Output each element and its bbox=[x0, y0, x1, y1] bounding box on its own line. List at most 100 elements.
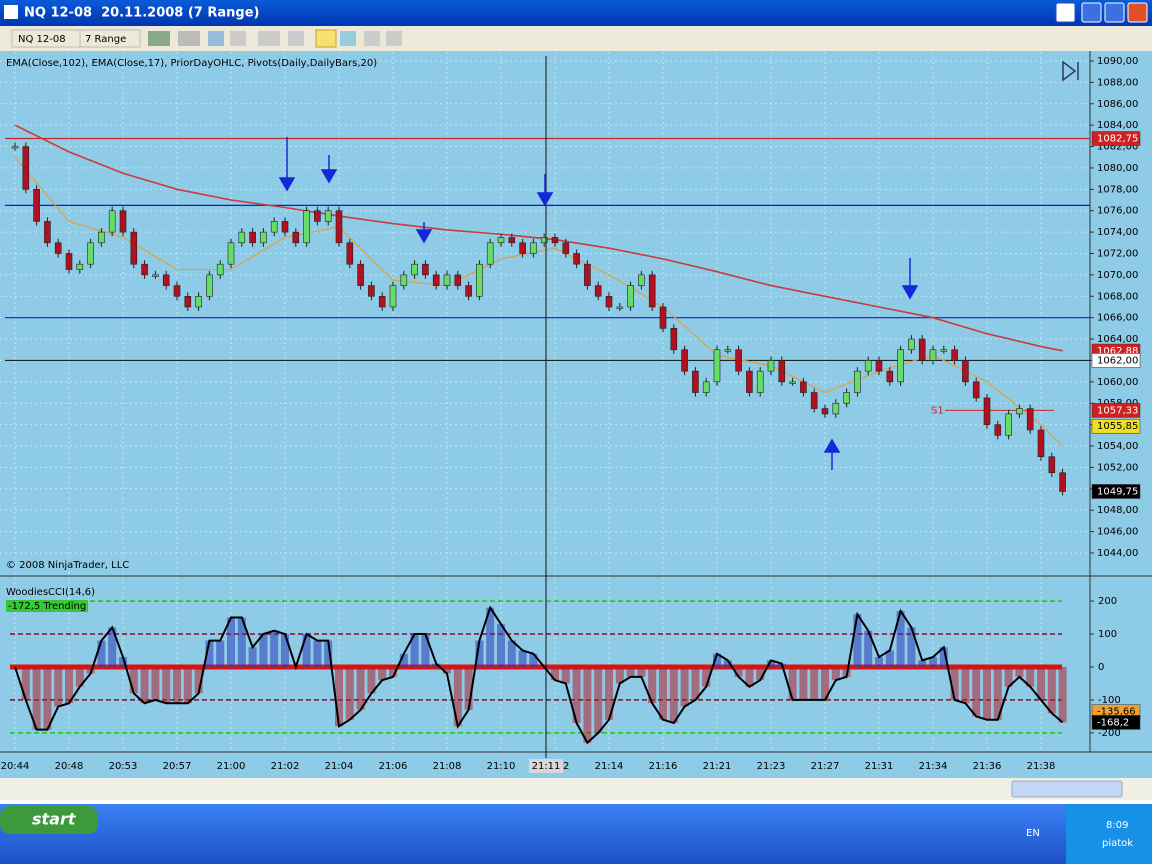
time-label: 20:44 bbox=[1, 761, 30, 772]
crosshair-button[interactable] bbox=[258, 31, 280, 46]
candle bbox=[1027, 409, 1033, 430]
candle bbox=[163, 275, 169, 286]
price-badge-label: 1049,75 bbox=[1097, 486, 1138, 497]
candle bbox=[746, 371, 752, 392]
candle bbox=[563, 243, 569, 254]
cci-bar bbox=[659, 667, 667, 720]
cci-bar bbox=[378, 667, 386, 680]
data-box-button[interactable] bbox=[364, 31, 380, 46]
candle bbox=[466, 286, 472, 297]
price-tick-label: 1048,00 bbox=[1097, 505, 1138, 516]
scroll-thumb[interactable] bbox=[1012, 781, 1122, 797]
cci-tick-label: 100 bbox=[1098, 629, 1117, 640]
candle bbox=[444, 275, 450, 286]
price-tick-label: 1070,00 bbox=[1097, 270, 1138, 281]
candle bbox=[282, 221, 288, 232]
time-label: 21:16 bbox=[649, 761, 678, 772]
candle bbox=[617, 307, 623, 309]
cci-bar bbox=[303, 634, 311, 667]
candle bbox=[682, 350, 688, 371]
candle bbox=[142, 264, 148, 275]
candle bbox=[304, 211, 310, 243]
candle bbox=[584, 264, 590, 285]
cci-bar bbox=[853, 614, 861, 667]
cci-bar bbox=[249, 647, 257, 667]
cci-bar bbox=[346, 667, 354, 720]
candle bbox=[574, 253, 580, 264]
candle bbox=[98, 232, 104, 243]
candle bbox=[455, 275, 461, 286]
cci-bar bbox=[789, 667, 797, 700]
price-badge-label: 1057,33 bbox=[1097, 405, 1138, 416]
cci-bar bbox=[799, 667, 807, 700]
candle bbox=[984, 398, 990, 425]
candle bbox=[433, 275, 439, 286]
template-button[interactable] bbox=[386, 31, 402, 46]
price-badge-label: 1055,85 bbox=[1097, 421, 1138, 432]
s1-label: S1 bbox=[931, 405, 944, 416]
time-label: 21:08 bbox=[433, 761, 462, 772]
candle bbox=[833, 403, 839, 414]
cci-bar bbox=[562, 667, 570, 683]
window-title: NQ 12-08 20.11.2008 (7 Range) bbox=[24, 6, 259, 21]
start-label: start bbox=[32, 810, 77, 829]
candle bbox=[692, 371, 698, 392]
candle bbox=[865, 360, 871, 371]
restore-button[interactable] bbox=[1082, 3, 1101, 22]
properties-button[interactable] bbox=[288, 31, 304, 46]
time-label: 21:06 bbox=[379, 761, 408, 772]
zoom-in-button[interactable] bbox=[208, 31, 224, 46]
candle bbox=[34, 189, 40, 221]
candle bbox=[779, 360, 785, 381]
price-tick-label: 1066,00 bbox=[1097, 313, 1138, 324]
cci-bar bbox=[875, 657, 883, 667]
candle bbox=[520, 243, 526, 254]
candle bbox=[811, 393, 817, 409]
candle bbox=[606, 296, 612, 307]
toolbar bbox=[0, 26, 1152, 51]
candle bbox=[23, 147, 29, 190]
maximize-button[interactable] bbox=[1105, 3, 1124, 22]
candle bbox=[120, 211, 126, 232]
candle bbox=[88, 243, 94, 264]
candle bbox=[336, 211, 342, 243]
candle bbox=[368, 286, 374, 297]
indicators-button[interactable] bbox=[316, 30, 336, 47]
candle bbox=[822, 409, 828, 414]
time-label: 21:23 bbox=[757, 761, 786, 772]
tray bbox=[1066, 804, 1152, 864]
candle bbox=[250, 232, 256, 243]
cci-title: WoodiesCCI(14,6) bbox=[6, 587, 95, 598]
cci-bar bbox=[1015, 667, 1023, 677]
candle bbox=[239, 232, 245, 243]
candle bbox=[358, 264, 364, 285]
draw-button[interactable] bbox=[178, 31, 200, 46]
time-label: 21:00 bbox=[217, 761, 246, 772]
candle bbox=[293, 232, 299, 243]
price-tick-label: 1084,00 bbox=[1097, 120, 1138, 131]
candle bbox=[66, 253, 72, 269]
strategies-button[interactable] bbox=[340, 31, 356, 46]
cci-tick-label: -100 bbox=[1098, 695, 1121, 706]
scrollbar[interactable] bbox=[0, 778, 1152, 800]
candle bbox=[941, 350, 947, 352]
candle bbox=[109, 211, 115, 232]
time-label: 21:21 bbox=[703, 761, 732, 772]
minimize-button[interactable] bbox=[1056, 3, 1075, 22]
candle bbox=[638, 275, 644, 286]
bar-type-button[interactable] bbox=[148, 31, 170, 46]
zoom-out-button[interactable] bbox=[230, 31, 246, 46]
candle bbox=[703, 382, 709, 393]
price-tick-label: 1068,00 bbox=[1097, 291, 1138, 302]
candle bbox=[174, 286, 180, 297]
candle bbox=[476, 264, 482, 296]
candle bbox=[44, 221, 50, 242]
time-label: 21:27 bbox=[811, 761, 840, 772]
candle bbox=[131, 232, 137, 264]
time-label: 21:36 bbox=[973, 761, 1002, 772]
price-tick-label: 1060,00 bbox=[1097, 377, 1138, 388]
candle bbox=[152, 275, 158, 277]
cci-bar bbox=[313, 641, 321, 667]
candle bbox=[973, 382, 979, 398]
close-button[interactable] bbox=[1128, 3, 1147, 22]
